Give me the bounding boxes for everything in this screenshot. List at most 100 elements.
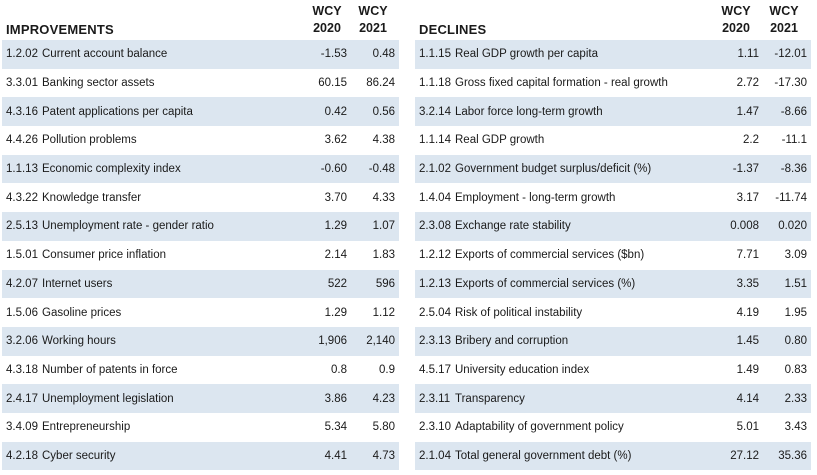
value-2020: 1.29 bbox=[324, 220, 347, 233]
value-2020: 0.42 bbox=[324, 105, 347, 118]
value-2020: 27.12 bbox=[730, 449, 759, 462]
value-2020: 1.47 bbox=[736, 105, 759, 118]
value-2020: 4.14 bbox=[736, 392, 759, 405]
indicator-code: 1.5.01 bbox=[6, 249, 38, 262]
indicator-label: Exports of commercial services (%) bbox=[455, 277, 636, 290]
value-2021: 4.33 bbox=[372, 191, 395, 204]
table-row: 2.3.11 Transparency 4.14 2.33 bbox=[415, 384, 811, 413]
indicator-label: Working hours bbox=[42, 335, 116, 348]
indicator-label: Gasoline prices bbox=[42, 306, 122, 319]
table-row: 3.2.06 Working hours 1,906 2,140 bbox=[2, 326, 399, 356]
indicator-code: 4.5.17 bbox=[419, 363, 451, 376]
value-2021: -11.74 bbox=[775, 191, 807, 204]
table-row: 1.1.14 Real GDP growth 2.2 -11.1 bbox=[415, 126, 811, 155]
table-row: 2.4.17 Unemployment legislation 3.86 4.23 bbox=[2, 384, 399, 413]
value-2021: -0.48 bbox=[368, 163, 395, 176]
value-2020: 5.01 bbox=[736, 421, 759, 434]
declines-header: DECLINES WCY 2020 WCY 2021 bbox=[415, 0, 811, 40]
table-row: 1.1.18 Gross fixed capital formation - re… bbox=[415, 69, 811, 98]
table-row: 2.3.10 Adaptability of government policy 5… bbox=[415, 413, 811, 442]
indicator-code: 2.3.10 bbox=[419, 421, 451, 434]
indicator-code: 1.2.12 bbox=[419, 249, 451, 262]
indicator-code: 1.1.14 bbox=[419, 134, 451, 147]
value-2020: 1.11 bbox=[737, 48, 759, 61]
value-2020: 2.14 bbox=[324, 249, 347, 262]
value-2021: 1.83 bbox=[372, 249, 395, 262]
indicator-label: Consumer price inflation bbox=[42, 249, 167, 262]
table-row: 1.2.13 Exports of commercial services (%)… bbox=[415, 269, 811, 299]
indicator-code: 4.2.18 bbox=[6, 449, 38, 462]
indicator-label: Transparency bbox=[455, 392, 525, 405]
indicator-label: Banking sector assets bbox=[42, 77, 155, 90]
value-2021: 2.33 bbox=[784, 392, 807, 405]
indicator-label: Total general government debt (%) bbox=[455, 449, 632, 462]
indicator-code: 2.3.11 bbox=[419, 392, 451, 405]
indicator-code: 2.4.17 bbox=[6, 392, 38, 405]
indicator-label: Risk of political instability bbox=[455, 306, 583, 319]
indicator-code: 2.5.04 bbox=[419, 306, 451, 319]
value-2020: 3.35 bbox=[736, 277, 759, 290]
table-row: 1.2.12 Exports of commercial services ($b… bbox=[415, 241, 811, 270]
indicator-code: 2.3.13 bbox=[419, 335, 451, 348]
value-2020: 60.15 bbox=[318, 77, 347, 90]
table-row: 1.5.06 Gasoline prices 1.29 1.12 bbox=[2, 298, 399, 327]
declines-title: DECLINES bbox=[419, 22, 487, 37]
value-2020: -1.37 bbox=[732, 163, 759, 176]
value-2020: 4.19 bbox=[736, 306, 759, 319]
value-2020: 2.72 bbox=[736, 77, 759, 90]
value-2020: 3.86 bbox=[324, 392, 347, 405]
indicator-code: 3.4.09 bbox=[6, 421, 38, 434]
indicator-label: Patent applications per capita bbox=[42, 105, 193, 118]
indicator-label: Number of patents in force bbox=[42, 363, 178, 376]
table-row: 4.5.17 University education index 1.49 0.83 bbox=[415, 356, 811, 385]
declines-table: DECLINES WCY 2020 WCY 2021 1.1.15 Real GD… bbox=[415, 0, 811, 471]
table-row: 2.1.04 Total general government debt (%) 2… bbox=[415, 441, 811, 471]
value-2020: 5.34 bbox=[324, 421, 347, 434]
indicator-label: Gross fixed capital formation - real gro… bbox=[455, 77, 668, 90]
value-2021: 0.83 bbox=[784, 363, 807, 376]
value-2021: -11.1 bbox=[781, 134, 807, 147]
value-2020: 1.45 bbox=[736, 335, 759, 348]
indicator-label: Knowledge transfer bbox=[42, 191, 142, 204]
value-2021: 0.48 bbox=[372, 48, 395, 61]
table-row: 3.2.14 Labor force long-term growth 1.47 -8… bbox=[415, 97, 811, 127]
value-2021: 86.24 bbox=[366, 77, 395, 90]
value-2020: 4.41 bbox=[324, 449, 347, 462]
indicator-label: Economic complexity index bbox=[42, 163, 181, 176]
value-2020: -0.60 bbox=[320, 163, 347, 176]
table-row: 1.1.15 Real GDP growth per capita 1.11 -12.… bbox=[415, 40, 811, 69]
indicator-code: 1.4.04 bbox=[419, 191, 451, 204]
table-row: 4.4.26 Pollution problems 3.62 4.38 bbox=[2, 126, 399, 155]
improvements-col-2020: WCY 2020 bbox=[312, 4, 342, 35]
indicator-label: Bribery and corruption bbox=[455, 335, 569, 348]
value-2020: 3.70 bbox=[324, 191, 347, 204]
value-2021: 1.95 bbox=[784, 306, 807, 319]
declines-col-2021: WCY 2021 bbox=[769, 4, 799, 35]
indicator-label: Current account balance bbox=[42, 48, 168, 61]
indicator-label: Real GDP growth bbox=[455, 134, 545, 147]
indicator-code: 1.1.13 bbox=[6, 163, 38, 176]
indicator-label: Pollution problems bbox=[42, 134, 137, 147]
indicator-label: Exports of commercial services ($bn) bbox=[455, 249, 645, 262]
value-2021: -8.66 bbox=[780, 105, 807, 118]
value-2020: 1,906 bbox=[318, 335, 347, 348]
table-row: 4.3.22 Knowledge transfer 3.70 4.33 bbox=[2, 183, 399, 212]
declines-col-2020: WCY 2020 bbox=[721, 4, 751, 35]
value-2020: 0.008 bbox=[730, 220, 759, 233]
table-row: 1.4.04 Employment - long-term growth 3.17 -… bbox=[415, 183, 811, 212]
indicator-code: 1.1.15 bbox=[419, 48, 451, 61]
declines-rows: 1.1.15 Real GDP growth per capita 1.11 -12.… bbox=[415, 40, 811, 471]
improvements-table: IMPROVEMENTS WCY 2020 WCY 2021 1.2.02 Cur… bbox=[2, 0, 399, 471]
value-2021: 4.38 bbox=[372, 134, 395, 147]
table-row: 1.2.02 Current account balance -1.53 0.48 bbox=[2, 40, 399, 69]
value-2021: 5.80 bbox=[372, 421, 395, 434]
value-2020: 522 bbox=[327, 277, 347, 290]
value-2021: 1.07 bbox=[372, 220, 395, 233]
indicator-label: Real GDP growth per capita bbox=[455, 48, 598, 61]
indicator-label: Employment - long-term growth bbox=[455, 191, 616, 204]
table-row: 2.3.08 Exchange rate stability 0.008 0.020 bbox=[415, 212, 811, 241]
value-2021: 0.020 bbox=[778, 220, 807, 233]
indicator-label: Unemployment rate - gender ratio bbox=[42, 220, 214, 233]
value-2020: 3.17 bbox=[736, 191, 759, 204]
table-row: 2.5.04 Risk of political instability 4.19 1… bbox=[415, 298, 811, 327]
